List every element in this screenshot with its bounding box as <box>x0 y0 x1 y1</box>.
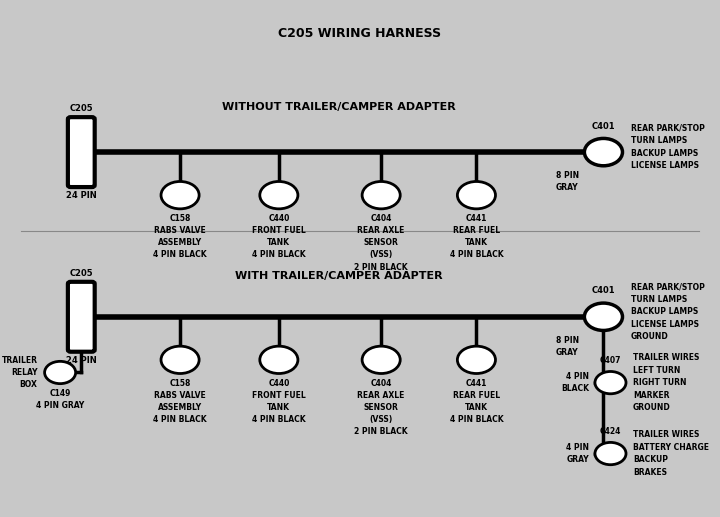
Circle shape <box>457 181 495 209</box>
FancyBboxPatch shape <box>68 117 95 187</box>
Text: 8 PIN
GRAY: 8 PIN GRAY <box>556 171 579 192</box>
Circle shape <box>595 443 626 465</box>
Text: C205: C205 <box>69 104 93 113</box>
Text: 4 PIN
GRAY: 4 PIN GRAY <box>567 443 589 464</box>
Text: 24 PIN: 24 PIN <box>66 191 96 200</box>
Circle shape <box>585 303 623 330</box>
Circle shape <box>362 346 400 373</box>
Text: 8 PIN
GRAY: 8 PIN GRAY <box>556 336 579 357</box>
Text: C441
REAR FUEL
TANK
4 PIN BLACK: C441 REAR FUEL TANK 4 PIN BLACK <box>449 378 503 424</box>
Circle shape <box>161 181 199 209</box>
Circle shape <box>260 181 298 209</box>
Text: C401: C401 <box>592 286 616 296</box>
Circle shape <box>260 346 298 373</box>
Circle shape <box>595 372 626 394</box>
Text: C205 WIRING HARNESS: C205 WIRING HARNESS <box>279 26 441 39</box>
Text: C424: C424 <box>600 428 621 436</box>
Text: C404
REAR AXLE
SENSOR
(VSS)
2 PIN BLACK: C404 REAR AXLE SENSOR (VSS) 2 PIN BLACK <box>354 214 408 271</box>
Circle shape <box>45 361 76 384</box>
Text: REAR PARK/STOP
TURN LAMPS
BACKUP LAMPS
LICENSE LAMPS
GROUND: REAR PARK/STOP TURN LAMPS BACKUP LAMPS L… <box>631 282 705 341</box>
Circle shape <box>362 181 400 209</box>
Text: REAR PARK/STOP
TURN LAMPS
BACKUP LAMPS
LICENSE LAMPS: REAR PARK/STOP TURN LAMPS BACKUP LAMPS L… <box>631 124 705 170</box>
Text: C441
REAR FUEL
TANK
4 PIN BLACK: C441 REAR FUEL TANK 4 PIN BLACK <box>449 214 503 260</box>
Text: C407: C407 <box>600 356 621 366</box>
Text: C440
FRONT FUEL
TANK
4 PIN BLACK: C440 FRONT FUEL TANK 4 PIN BLACK <box>252 378 306 424</box>
Text: C158
RABS VALVE
ASSEMBLY
4 PIN BLACK: C158 RABS VALVE ASSEMBLY 4 PIN BLACK <box>153 214 207 260</box>
Text: WITHOUT TRAILER/CAMPER ADAPTER: WITHOUT TRAILER/CAMPER ADAPTER <box>222 101 456 112</box>
Text: C149
4 PIN GRAY: C149 4 PIN GRAY <box>36 389 84 410</box>
Circle shape <box>161 346 199 373</box>
Text: 4 PIN
BLACK: 4 PIN BLACK <box>562 372 589 393</box>
Text: C205: C205 <box>69 269 93 278</box>
Text: TRAILER WIRES
BATTERY CHARGE
BACKUP
BRAKES: TRAILER WIRES BATTERY CHARGE BACKUP BRAK… <box>633 430 709 477</box>
Text: C440
FRONT FUEL
TANK
4 PIN BLACK: C440 FRONT FUEL TANK 4 PIN BLACK <box>252 214 306 260</box>
FancyBboxPatch shape <box>68 282 95 352</box>
Text: C158
RABS VALVE
ASSEMBLY
4 PIN BLACK: C158 RABS VALVE ASSEMBLY 4 PIN BLACK <box>153 378 207 424</box>
Text: TRAILER WIRES
LEFT TURN
RIGHT TURN
MARKER
GROUND: TRAILER WIRES LEFT TURN RIGHT TURN MARKE… <box>633 353 699 412</box>
Text: TRAILER
RELAY
BOX: TRAILER RELAY BOX <box>1 356 37 389</box>
Text: 24 PIN: 24 PIN <box>66 356 96 365</box>
Text: C401: C401 <box>592 122 616 131</box>
Circle shape <box>585 139 623 166</box>
Text: C404
REAR AXLE
SENSOR
(VSS)
2 PIN BLACK: C404 REAR AXLE SENSOR (VSS) 2 PIN BLACK <box>354 378 408 436</box>
Circle shape <box>457 346 495 373</box>
Text: WITH TRAILER/CAMPER ADAPTER: WITH TRAILER/CAMPER ADAPTER <box>235 271 443 281</box>
